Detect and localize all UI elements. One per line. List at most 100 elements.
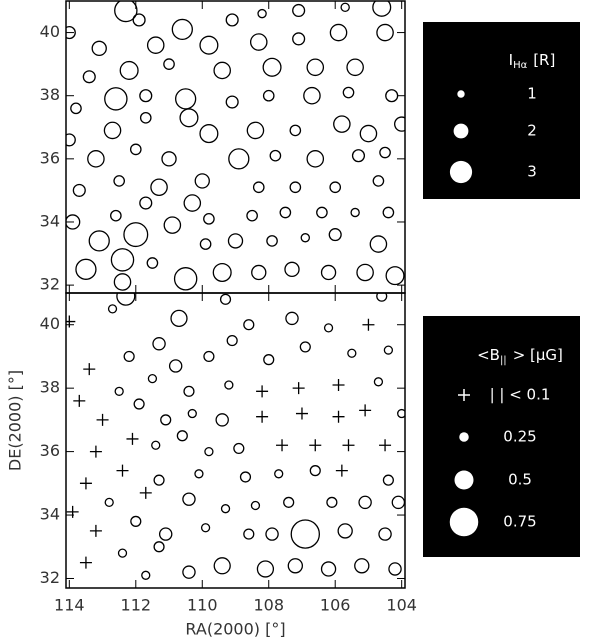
bubble (146, 257, 159, 269)
bubble (251, 264, 267, 281)
bubble (263, 354, 275, 366)
bubble (66, 214, 81, 230)
bubble (183, 385, 195, 397)
y-axis-label: DE(2000) [°] (6, 370, 25, 471)
y-tick-label: 32 (40, 568, 60, 587)
legend-bubble (459, 432, 469, 442)
bubble (388, 562, 402, 576)
bubble (182, 565, 196, 579)
bubble (75, 258, 97, 280)
bubble (292, 3, 306, 18)
bubble (130, 515, 142, 527)
cross-marker (73, 394, 86, 407)
bubble (91, 40, 107, 57)
bubble (246, 209, 258, 222)
bubble (171, 18, 193, 41)
cross-marker (66, 505, 79, 518)
bubble (379, 146, 391, 159)
bubble (203, 350, 215, 363)
bubble (299, 341, 311, 353)
cross-marker (89, 524, 102, 537)
bubble (262, 57, 282, 77)
bubble (225, 13, 239, 27)
bubble (116, 293, 136, 306)
legend-title-sub: || (500, 355, 507, 366)
bubble (316, 206, 328, 219)
bubble (200, 523, 211, 533)
bubble (215, 413, 229, 427)
y-tick-label: 34 (40, 505, 60, 524)
bubble (70, 102, 82, 115)
bubble (224, 380, 234, 390)
bubble (133, 398, 145, 410)
bubble (123, 222, 149, 248)
bubble (82, 70, 96, 84)
bubble (340, 2, 350, 13)
bubble (376, 23, 394, 42)
bubble (373, 377, 384, 387)
y-tick-label: 40 (40, 22, 60, 41)
bubble (262, 89, 275, 102)
bubble (382, 474, 394, 486)
legend-title-sub: Hα (513, 60, 528, 71)
bubble (249, 33, 268, 51)
bubble (257, 8, 267, 19)
y-tick-label: 36 (40, 441, 60, 460)
bubble (168, 359, 183, 373)
bubble (146, 36, 165, 54)
bubble (289, 124, 302, 137)
legend-bubble (449, 160, 473, 184)
cross-marker (79, 556, 92, 569)
cross-marker (89, 445, 102, 458)
legend-title: IHα [R] (509, 51, 556, 72)
bubble (113, 175, 126, 187)
bubble (66, 133, 76, 147)
bubble (356, 263, 374, 282)
bubble (113, 273, 132, 291)
x-tick-label: 104 (386, 596, 417, 615)
cross-marker (295, 407, 308, 420)
cross-marker (83, 363, 96, 376)
bubble (123, 350, 135, 363)
bubble (378, 527, 392, 541)
bubble (287, 558, 304, 574)
legend-label: 0.75 (503, 513, 536, 531)
y-tick-label: 38 (40, 85, 60, 104)
bubble (284, 261, 300, 278)
bubble (320, 264, 337, 281)
legend-label: 3 (527, 163, 537, 181)
bubble (250, 500, 261, 511)
legend-title-main: I (509, 51, 513, 69)
bubble (256, 560, 275, 578)
bubble (350, 207, 360, 218)
bubble (393, 116, 405, 132)
x-tick-label: 108 (253, 596, 284, 615)
bubble (87, 150, 105, 168)
bubble (199, 35, 219, 55)
bubble (292, 32, 306, 46)
y-tick-label: 38 (40, 378, 60, 397)
cross-marker (96, 413, 109, 426)
bubble (233, 442, 245, 455)
cross-marker (79, 477, 92, 490)
bubble (114, 386, 124, 396)
cross-marker (256, 385, 269, 398)
cross-marker (362, 318, 375, 331)
legend-box (423, 22, 580, 199)
cross-marker (359, 404, 372, 417)
bubble (179, 108, 199, 128)
bubble (158, 527, 173, 541)
legend: <B|| > [μG] | | < 0.1 0.25 0.5 0.75 (423, 316, 580, 557)
bubble (147, 374, 158, 384)
bubble (326, 496, 338, 508)
plot-area (66, 1, 405, 291)
bubble (376, 293, 388, 302)
bubble (163, 216, 182, 234)
bubble (369, 235, 388, 253)
bubble (227, 233, 244, 249)
legend-title-main: <B (477, 346, 500, 364)
bubble (385, 89, 399, 103)
cross-marker (256, 410, 269, 423)
legend-label: | | < 0.1 (490, 386, 551, 404)
